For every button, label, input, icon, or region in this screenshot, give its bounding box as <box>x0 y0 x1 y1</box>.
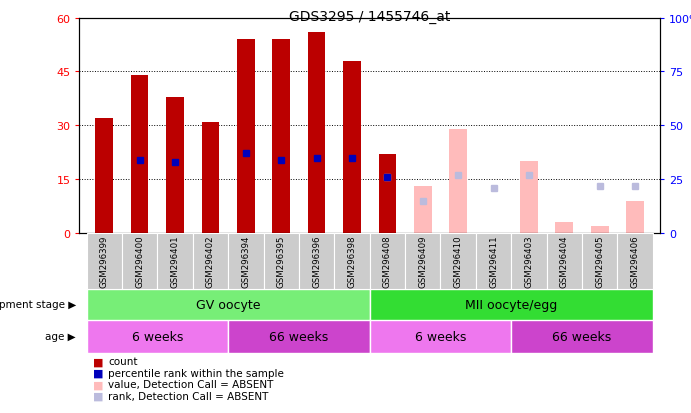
Text: ■: ■ <box>93 368 104 378</box>
Text: GSM296400: GSM296400 <box>135 235 144 287</box>
Text: GSM296396: GSM296396 <box>312 235 321 287</box>
Bar <box>547 233 582 289</box>
Text: 66 weeks: 66 weeks <box>552 330 612 343</box>
Bar <box>299 233 334 289</box>
Text: GSM296405: GSM296405 <box>595 235 604 287</box>
Bar <box>307 33 325 233</box>
Bar <box>379 154 396 233</box>
Bar <box>263 233 299 289</box>
Bar <box>626 201 644 233</box>
Text: GSM296411: GSM296411 <box>489 235 498 287</box>
Text: ■: ■ <box>93 391 104 401</box>
Text: percentile rank within the sample: percentile rank within the sample <box>108 368 285 378</box>
Bar <box>520 162 538 233</box>
Bar <box>86 289 370 320</box>
Bar <box>511 320 653 353</box>
Bar <box>370 320 511 353</box>
Bar <box>405 233 440 289</box>
Text: GV oocyte: GV oocyte <box>196 298 261 311</box>
Text: GSM296394: GSM296394 <box>241 235 250 287</box>
Text: GSM296403: GSM296403 <box>524 235 533 287</box>
Text: GSM296395: GSM296395 <box>276 235 285 287</box>
Text: rank, Detection Call = ABSENT: rank, Detection Call = ABSENT <box>108 391 269 401</box>
Text: 6 weeks: 6 weeks <box>132 330 183 343</box>
Text: GDS3295 / 1455746_at: GDS3295 / 1455746_at <box>289 10 451 24</box>
Text: 66 weeks: 66 weeks <box>269 330 328 343</box>
Text: age ▶: age ▶ <box>46 332 76 342</box>
Text: GSM296401: GSM296401 <box>171 235 180 287</box>
Bar <box>122 233 158 289</box>
Bar <box>272 40 290 233</box>
Bar <box>193 233 228 289</box>
Bar <box>440 233 476 289</box>
Bar <box>86 320 228 353</box>
Text: value, Detection Call = ABSENT: value, Detection Call = ABSENT <box>108 380 274 389</box>
Bar <box>511 233 547 289</box>
Bar <box>618 233 653 289</box>
Bar <box>95 119 113 233</box>
Text: GSM296402: GSM296402 <box>206 235 215 287</box>
Bar <box>228 320 370 353</box>
Bar <box>343 62 361 233</box>
Bar <box>334 233 370 289</box>
Bar <box>476 233 511 289</box>
Bar <box>237 40 255 233</box>
Text: GSM296406: GSM296406 <box>631 235 640 287</box>
Text: GSM296408: GSM296408 <box>383 235 392 287</box>
Text: GSM296398: GSM296398 <box>348 235 357 287</box>
Text: count: count <box>108 356 138 366</box>
Bar <box>202 122 219 233</box>
Bar <box>158 233 193 289</box>
Bar <box>370 289 653 320</box>
Text: GSM296404: GSM296404 <box>560 235 569 287</box>
Bar <box>370 233 405 289</box>
Text: ■: ■ <box>93 380 104 389</box>
Bar <box>86 233 122 289</box>
Text: MII oocyte/egg: MII oocyte/egg <box>465 298 558 311</box>
Bar <box>166 97 184 233</box>
Text: 6 weeks: 6 weeks <box>415 330 466 343</box>
Text: ■: ■ <box>93 356 104 366</box>
Text: GSM296399: GSM296399 <box>100 235 108 287</box>
Text: GSM296410: GSM296410 <box>454 235 463 287</box>
Bar <box>131 76 149 233</box>
Text: development stage ▶: development stage ▶ <box>0 299 76 310</box>
Bar <box>556 223 574 233</box>
Bar <box>449 130 467 233</box>
Bar <box>582 233 618 289</box>
Bar <box>414 187 432 233</box>
Bar <box>228 233 263 289</box>
Text: GSM296409: GSM296409 <box>418 235 427 287</box>
Bar <box>591 226 609 233</box>
